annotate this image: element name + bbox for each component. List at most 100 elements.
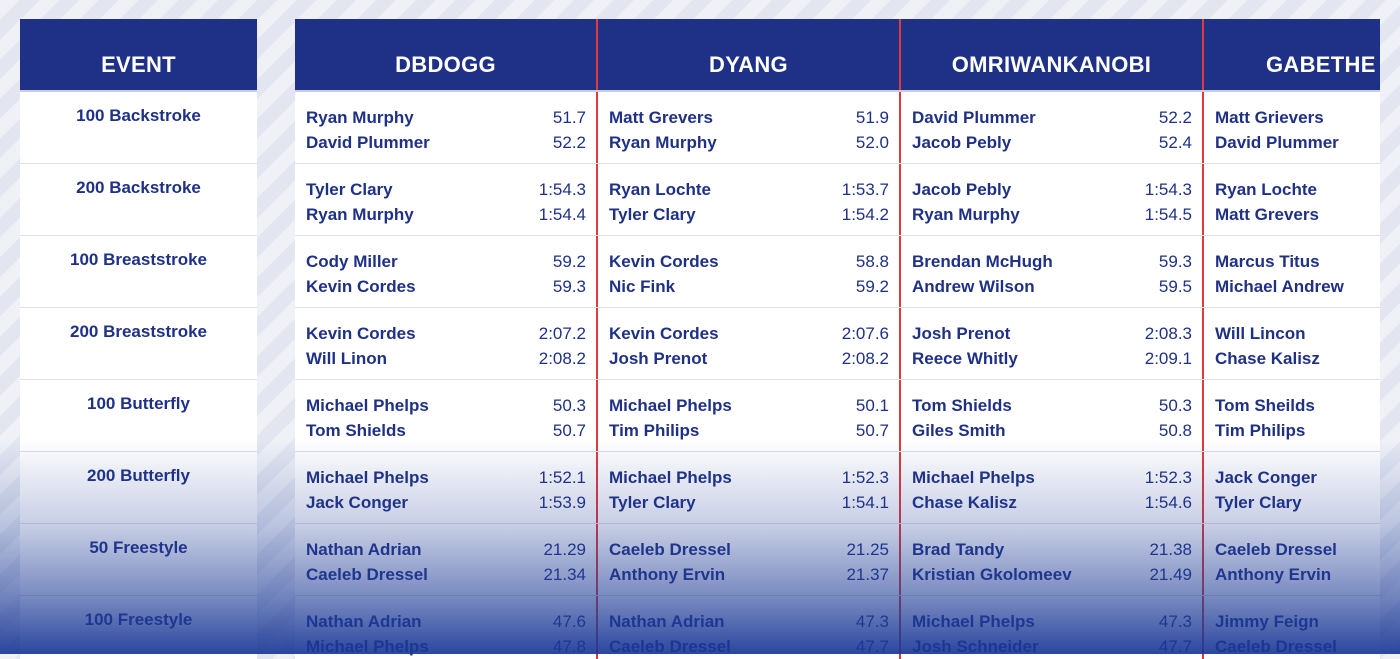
pick-entry[interactable]: Matt Grevers 51.9: [609, 105, 889, 130]
pick-entry[interactable]: Kevin Cordes 58.8: [609, 249, 889, 274]
pick-entry[interactable]: Nathan Adrian 47.6: [306, 609, 586, 634]
pick-entry[interactable]: Matt Grievers: [1215, 105, 1369, 130]
picks-panel: DBDOGG DYANG OMRIWANKANOBI GABETHE Ryan …: [295, 19, 1380, 659]
swimmer-name: Nathan Adrian: [609, 612, 725, 631]
swimmer-name: Michael Andrew: [1215, 277, 1344, 296]
pick-entry[interactable]: Josh Prenot 2:08.3: [912, 321, 1192, 346]
pick-entry[interactable]: Chase Kalisz: [1215, 346, 1369, 371]
pick-entry[interactable]: Ryan Murphy 52.0: [609, 130, 889, 155]
pick-entry[interactable]: Jacob Pebly 1:54.3: [912, 177, 1192, 202]
pick-entry[interactable]: Will Lincon: [1215, 321, 1369, 346]
pick-entry[interactable]: Michael Phelps 50.1: [609, 393, 889, 418]
pick-entry[interactable]: Michael Andrew: [1215, 274, 1369, 299]
pick-entry[interactable]: Brendan McHugh 59.3: [912, 249, 1192, 274]
pick-entry[interactable]: Josh Prenot 2:08.2: [609, 346, 889, 371]
swimmer-name: Nic Fink: [609, 277, 676, 296]
swim-time: 59.5: [1158, 277, 1192, 296]
player-header-dyang[interactable]: DYANG: [598, 19, 901, 90]
pick-entry[interactable]: Tyler Clary 1:54.3: [306, 177, 586, 202]
pick-entry[interactable]: Marcus Titus: [1215, 249, 1369, 274]
pick-entry[interactable]: Jack Conger 1:53.9: [306, 490, 586, 515]
pick-entry[interactable]: David Plummer 52.2: [912, 105, 1192, 130]
pick-entry[interactable]: Tom Shields 50.7: [306, 418, 586, 443]
pick-cell: Michael Phelps 47.3 Josh Schneider 47.7: [901, 596, 1204, 659]
swim-time: 21.38: [1149, 540, 1192, 559]
swim-time: 2:08.2: [538, 349, 586, 368]
pick-entry[interactable]: Michael Phelps 50.3: [306, 393, 586, 418]
pick-entry[interactable]: Chase Kalisz 1:54.6: [912, 490, 1192, 515]
pick-entry[interactable]: Michael Phelps 1:52.3: [912, 465, 1192, 490]
pick-entry[interactable]: Brad Tandy 21.38: [912, 537, 1192, 562]
pick-entry[interactable]: Michael Phelps 1:52.1: [306, 465, 586, 490]
pick-cell: Michael Phelps 1:52.3 Tyler Clary 1:54.1: [598, 452, 901, 523]
pick-entry[interactable]: Nic Fink 59.2: [609, 274, 889, 299]
pick-entry[interactable]: Ryan Lochte 1:53.7: [609, 177, 889, 202]
pick-entry[interactable]: Caeleb Dressel 21.34: [306, 562, 586, 587]
pick-entry[interactable]: Michael Phelps 1:52.3: [609, 465, 889, 490]
pick-entry[interactable]: Ryan Lochte: [1215, 177, 1369, 202]
pick-entry[interactable]: Nathan Adrian 21.29: [306, 537, 586, 562]
swim-time: 1:52.3: [841, 468, 889, 487]
pick-entry[interactable]: Ryan Murphy 1:54.5: [912, 202, 1192, 227]
pick-entry[interactable]: Caeleb Dressel 21.25: [609, 537, 889, 562]
swimmer-name: Caeleb Dressel: [1215, 637, 1337, 656]
pick-entry[interactable]: Caeleb Dressel: [1215, 537, 1369, 562]
swim-time: 1:54.3: [1144, 180, 1192, 199]
swim-time: 1:53.7: [841, 180, 889, 199]
pick-entry[interactable]: Kristian Gkolomeev 21.49: [912, 562, 1192, 587]
pick-entry[interactable]: Anthony Ervin 21.37: [609, 562, 889, 587]
pick-entry[interactable]: David Plummer: [1215, 130, 1369, 155]
pick-entry[interactable]: Ryan Murphy 51.7: [306, 105, 586, 130]
events-list: 100 Backstroke 200 Backstroke 100 Breastst…: [20, 92, 257, 659]
table-row: Nathan Adrian 21.29 Caeleb Dressel 21.34 Cae…: [295, 524, 1380, 596]
pick-entry[interactable]: Cody Miller 59.2: [306, 249, 586, 274]
pick-entry[interactable]: Ryan Murphy 1:54.4: [306, 202, 586, 227]
pick-entry[interactable]: Caeleb Dressel 47.7: [609, 634, 889, 659]
pick-entry[interactable]: Kevin Cordes 2:07.2: [306, 321, 586, 346]
player-header-dbdogg[interactable]: DBDOGG: [295, 19, 598, 90]
pick-entry[interactable]: Matt Grevers: [1215, 202, 1369, 227]
pick-cell: Ryan Lochte 1:53.7 Tyler Clary 1:54.2: [598, 164, 901, 235]
pick-entry[interactable]: Anthony Ervin: [1215, 562, 1369, 587]
swimmer-name: Jack Conger: [1215, 468, 1318, 487]
swimmer-name: Caeleb Dressel: [609, 540, 731, 559]
pick-entry[interactable]: Tom Sheilds: [1215, 393, 1369, 418]
pick-cell: Michael Phelps 50.3 Tom Shields 50.7: [295, 380, 598, 451]
swimmer-name: Ryan Lochte: [1215, 180, 1318, 199]
pick-entry[interactable]: Caeleb Dressel: [1215, 634, 1369, 659]
pick-entry[interactable]: Tim Philips 50.7: [609, 418, 889, 443]
swimmer-name: Michael Phelps: [912, 612, 1035, 631]
pick-entry[interactable]: Tyler Clary 1:54.1: [609, 490, 889, 515]
table-row: Ryan Murphy 51.7 David Plummer 52.2 Matt Gre…: [295, 92, 1380, 164]
pick-entry[interactable]: Kevin Cordes 2:07.6: [609, 321, 889, 346]
player-header-gabethe[interactable]: GABETHE: [1266, 52, 1376, 77]
pick-entry[interactable]: Tyler Clary: [1215, 490, 1369, 515]
swim-time: 59.3: [1158, 252, 1192, 271]
swimmer-name: Matt Grevers: [609, 108, 713, 127]
swimmer-name: Michael Phelps: [306, 396, 429, 415]
pick-entry[interactable]: Will Linon 2:08.2: [306, 346, 586, 371]
pick-entry[interactable]: David Plummer 52.2: [306, 130, 586, 155]
pick-entry[interactable]: Josh Schneider 47.7: [912, 634, 1192, 659]
pick-entry[interactable]: Kevin Cordes 59.3: [306, 274, 586, 299]
pick-entry[interactable]: Andrew Wilson 59.5: [912, 274, 1192, 299]
pick-entry[interactable]: Jack Conger: [1215, 465, 1369, 490]
pick-entry[interactable]: Jacob Pebly 52.4: [912, 130, 1192, 155]
pick-entry[interactable]: Tyler Clary 1:54.2: [609, 202, 889, 227]
pick-entry[interactable]: Michael Phelps 47.3: [912, 609, 1192, 634]
swim-time: 1:54.5: [1144, 205, 1192, 224]
swimmer-name: Kevin Cordes: [306, 277, 416, 296]
pick-entry[interactable]: Tim Philips: [1215, 418, 1369, 443]
pick-entry[interactable]: Giles Smith 50.8: [912, 418, 1192, 443]
pick-entry[interactable]: Michael Phelps 47.8: [306, 634, 586, 659]
swimmer-name: Caeleb Dressel: [609, 637, 731, 656]
pick-cell: Matt Grevers 51.9 Ryan Murphy 52.0: [598, 92, 901, 163]
swimmer-name: Josh Prenot: [609, 349, 708, 368]
pick-entry[interactable]: Reece Whitly 2:09.1: [912, 346, 1192, 371]
table-row: Tyler Clary 1:54.3 Ryan Murphy 1:54.4 Ryan L…: [295, 164, 1380, 236]
pick-entry[interactable]: Nathan Adrian 47.3: [609, 609, 889, 634]
swim-time: 21.37: [846, 565, 889, 584]
pick-entry[interactable]: Tom Shields 50.3: [912, 393, 1192, 418]
player-header-omriwankanobi[interactable]: OMRIWANKANOBI: [901, 19, 1204, 90]
pick-entry[interactable]: Jimmy Feign: [1215, 609, 1369, 634]
